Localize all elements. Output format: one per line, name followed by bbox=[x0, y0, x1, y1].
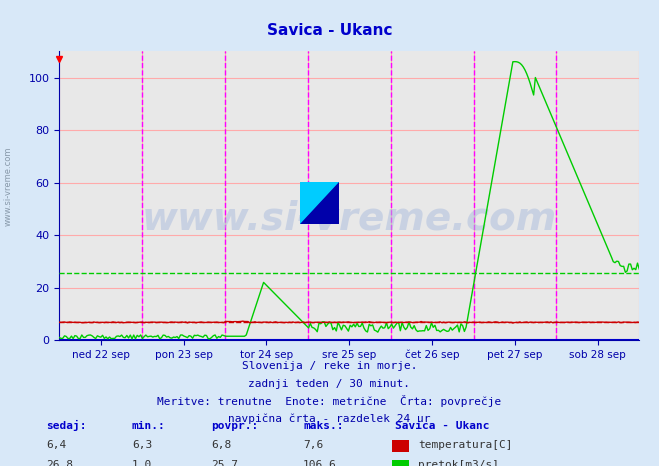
Text: min.:: min.: bbox=[132, 421, 165, 431]
Text: 25,7: 25,7 bbox=[211, 460, 238, 466]
Text: sedaj:: sedaj: bbox=[46, 420, 86, 431]
Text: navpična črta - razdelek 24 ur: navpična črta - razdelek 24 ur bbox=[228, 414, 431, 424]
Text: Savica - Ukanc: Savica - Ukanc bbox=[267, 23, 392, 38]
Text: 6,3: 6,3 bbox=[132, 440, 152, 450]
Text: pretok[m3/s]: pretok[m3/s] bbox=[418, 460, 500, 466]
Text: temperatura[C]: temperatura[C] bbox=[418, 440, 513, 450]
Text: www.si-vreme.com: www.si-vreme.com bbox=[142, 200, 557, 238]
Text: povpr.:: povpr.: bbox=[211, 421, 258, 431]
Text: 6,4: 6,4 bbox=[46, 440, 67, 450]
Text: 26,8: 26,8 bbox=[46, 460, 73, 466]
Text: 1,0: 1,0 bbox=[132, 460, 152, 466]
Text: maks.:: maks.: bbox=[303, 421, 343, 431]
Text: 106,6: 106,6 bbox=[303, 460, 337, 466]
Text: 7,6: 7,6 bbox=[303, 440, 324, 450]
Text: www.si-vreme.com: www.si-vreme.com bbox=[3, 147, 13, 226]
Text: Slovenija / reke in morje.: Slovenija / reke in morje. bbox=[242, 361, 417, 371]
Text: 6,8: 6,8 bbox=[211, 440, 231, 450]
Text: Savica - Ukanc: Savica - Ukanc bbox=[395, 421, 490, 431]
Text: zadnji teden / 30 minut.: zadnji teden / 30 minut. bbox=[248, 378, 411, 389]
Text: Meritve: trenutne  Enote: metrične  Črta: povprečje: Meritve: trenutne Enote: metrične Črta: … bbox=[158, 395, 501, 407]
Polygon shape bbox=[300, 182, 339, 224]
Polygon shape bbox=[300, 182, 339, 224]
